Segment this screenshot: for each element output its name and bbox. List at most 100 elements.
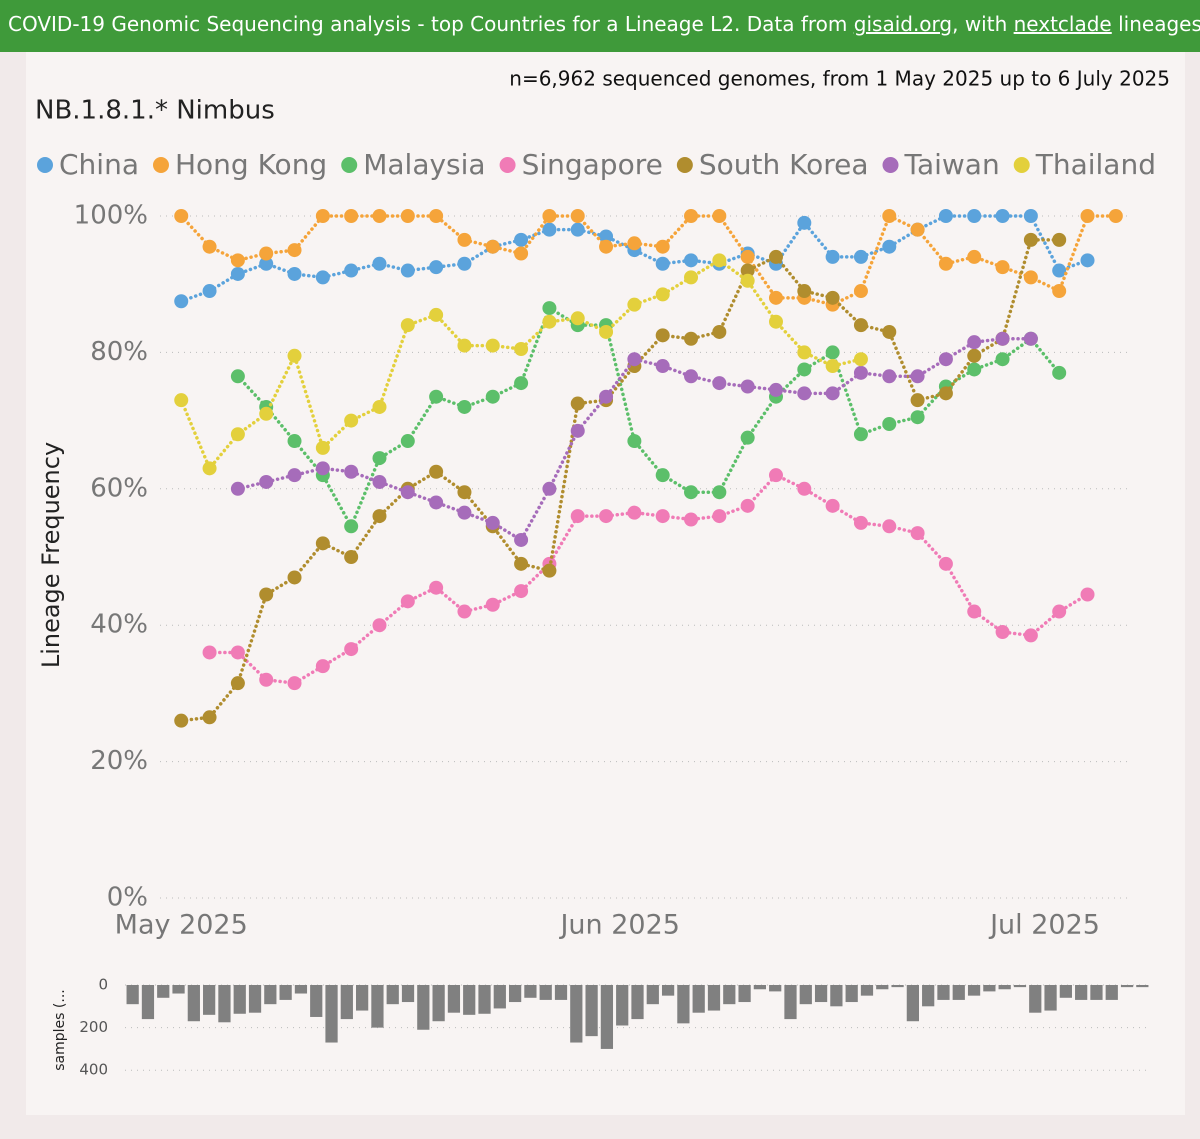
legend-label: Hong Kong (175, 148, 327, 181)
data-point (768, 314, 783, 329)
data-point (627, 352, 642, 367)
data-point (853, 352, 868, 367)
header-part: COVID-19 Genomic Sequencing analysis - t… (8, 12, 854, 36)
data-point (542, 563, 557, 578)
header-text: COVID-19 Genomic Sequencing analysis - t… (8, 12, 1200, 36)
data-point (514, 532, 529, 547)
data-point (230, 253, 245, 268)
data-point (825, 290, 840, 305)
subtitle: n=6,962 sequenced genomes, from 1 May 20… (509, 67, 1170, 91)
bar (371, 985, 384, 1028)
data-point (853, 365, 868, 380)
bar (891, 985, 904, 988)
data-point (740, 273, 755, 288)
data-point (457, 256, 472, 271)
bar (661, 985, 675, 996)
data-point (740, 249, 755, 264)
data-point (967, 604, 982, 619)
data-point (457, 604, 472, 619)
bar (478, 985, 491, 1014)
data-point (740, 379, 755, 394)
data-point (542, 314, 557, 329)
bar (860, 985, 874, 996)
data-point (485, 515, 500, 530)
data-point (1108, 209, 1123, 223)
data-point (429, 495, 444, 510)
data-point (259, 672, 274, 687)
header-link[interactable]: nextclade (1014, 12, 1112, 36)
data-point (684, 331, 699, 346)
bar (707, 985, 721, 1011)
bar (386, 985, 399, 1005)
data-point (372, 256, 387, 271)
data-point (202, 461, 217, 476)
data-point (344, 263, 359, 278)
x-tick-label: May 2025 (115, 910, 248, 941)
data-point (315, 440, 330, 455)
bar (539, 985, 552, 1000)
bar (447, 985, 461, 1013)
bar (310, 985, 323, 1017)
data-point (287, 434, 302, 449)
data-point (825, 345, 840, 360)
data-point (938, 256, 953, 271)
data-point (400, 318, 415, 333)
bar (493, 985, 506, 1009)
data-point (768, 382, 783, 397)
data-point (287, 243, 302, 258)
bar (723, 985, 736, 1005)
data-point (740, 430, 755, 445)
data-point (287, 570, 302, 585)
bar (570, 985, 583, 1043)
data-point (599, 229, 614, 244)
bar (799, 985, 812, 1005)
data-point (315, 461, 330, 476)
data-point (542, 222, 557, 237)
data-point (344, 209, 359, 223)
bar (769, 985, 782, 992)
bar (631, 985, 644, 1020)
data-point (627, 236, 642, 251)
bar (233, 985, 246, 1014)
data-point (797, 345, 812, 360)
data-point (797, 386, 812, 401)
data-point (825, 359, 840, 374)
data-point (230, 676, 245, 691)
header-part: , with (952, 12, 1014, 36)
header-link[interactable]: gisaid.org (854, 12, 952, 36)
data-point (768, 468, 783, 483)
bar (906, 985, 919, 1022)
legend-label: Singapore (522, 148, 663, 181)
data-point (202, 239, 217, 254)
data-point (712, 253, 727, 268)
bar (692, 985, 705, 1013)
bar (1136, 985, 1149, 988)
x-tick-label: Jun 2025 (558, 910, 679, 941)
bar (677, 985, 690, 1024)
legend-marker (499, 157, 516, 173)
data-point (230, 427, 245, 442)
data-point (882, 239, 897, 254)
data-point (1023, 232, 1038, 247)
data-point (174, 393, 189, 408)
bar (967, 985, 981, 996)
data-point (542, 209, 557, 223)
data-point (485, 389, 500, 404)
legend-marker (341, 157, 358, 173)
data-point (995, 209, 1010, 223)
data-point (400, 594, 415, 609)
x-tick-label: Jul 2025 (988, 910, 1100, 941)
data-point (825, 498, 840, 513)
series-line (179, 214, 1090, 303)
bar (753, 985, 767, 990)
data-point (429, 260, 444, 275)
data-point (570, 509, 585, 524)
data-point (1052, 232, 1067, 247)
bar (1059, 985, 1072, 998)
data-point (853, 515, 868, 530)
series (174, 209, 1123, 312)
data-point (967, 348, 982, 363)
data-point (400, 434, 415, 449)
data-point (315, 536, 330, 551)
data-point (768, 290, 783, 305)
